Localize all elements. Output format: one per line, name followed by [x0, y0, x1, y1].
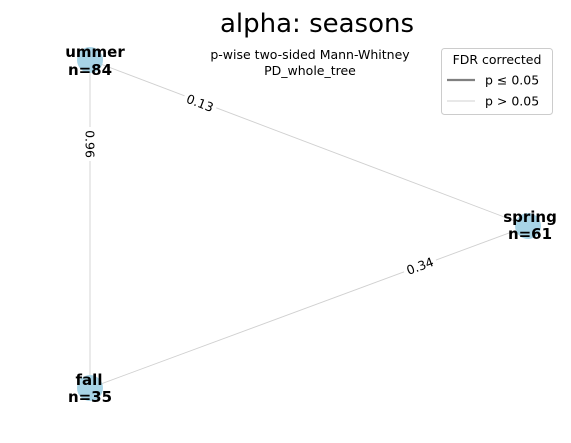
node-label-summer-count: n=84	[68, 61, 112, 79]
node-label-spring-name: spring	[503, 208, 557, 226]
edge-spring-fall	[89, 225, 529, 389]
edge-summer-spring	[89, 59, 529, 227]
legend-label-significant: p ≤ 0.05	[485, 73, 539, 88]
node-label-fall-name: fall	[76, 371, 103, 389]
edge-label-summer-fall: 0.96	[83, 130, 98, 158]
legend-box	[441, 48, 553, 115]
legend-title: FDR corrected	[453, 52, 542, 67]
legend: FDR corrected p ≤ 0.05 p > 0.05	[441, 48, 553, 115]
node-summer	[77, 47, 103, 73]
node-label-fall-count: n=35	[68, 388, 112, 406]
node-label-summer-name: ummer	[65, 43, 125, 61]
node-spring	[515, 213, 541, 239]
edge-label-bg	[400, 251, 439, 280]
figure-subtitle-line1: p-wise two-sided Mann-Whitney	[210, 47, 410, 62]
node-label-group: ummer n=84 spring n=61 fall n=35	[65, 43, 557, 406]
node-label-spring-count: n=61	[508, 225, 552, 243]
edge-group	[89, 59, 529, 389]
node-fall	[77, 375, 103, 401]
legend-label-nonsignificant: p > 0.05	[485, 94, 539, 109]
edge-label-bg	[82, 127, 99, 161]
node-group	[77, 47, 541, 401]
edge-label-group: 0.13 0.96 0.34	[82, 88, 439, 280]
figure-subtitle-line2: PD_whole_tree	[264, 63, 356, 78]
edge-label-bg	[181, 88, 220, 117]
figure-title: alpha: seasons	[220, 9, 414, 39]
